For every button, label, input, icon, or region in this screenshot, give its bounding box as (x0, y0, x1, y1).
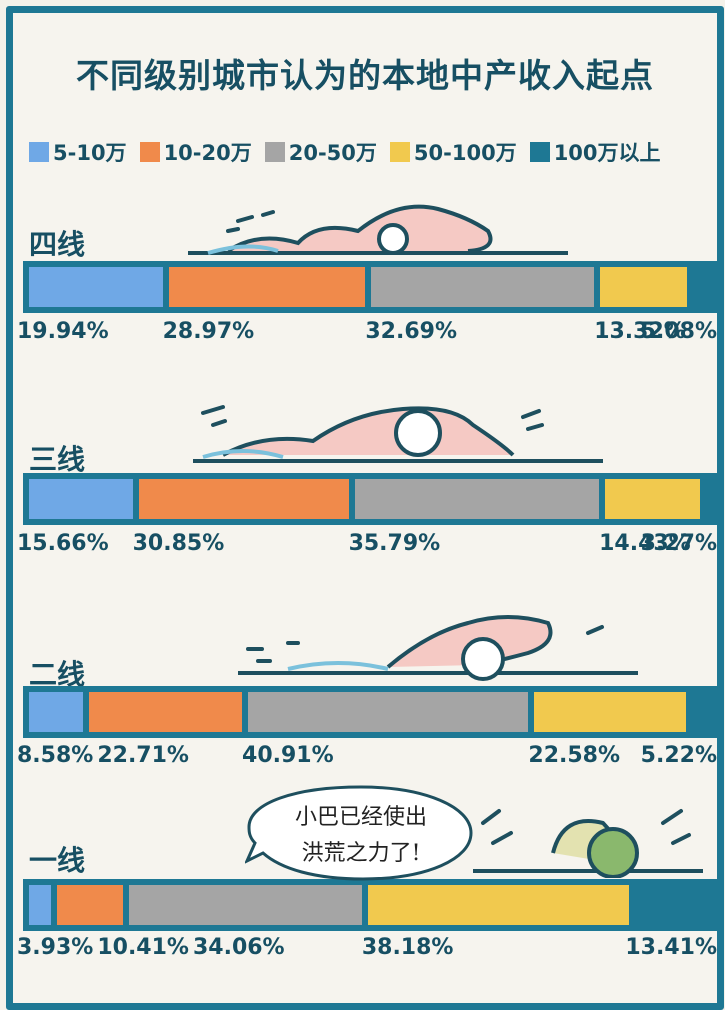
swimmer-illustration-tier4 (188, 204, 568, 255)
legend-swatch (139, 142, 160, 162)
percent-label: 3.27% (640, 531, 717, 556)
legend-swatch (29, 142, 49, 162)
chart-title: 不同级别城市认为的本地中产收入起点 (76, 56, 654, 95)
stacked-bar (23, 879, 717, 931)
infographic-frame: 不同级别城市认为的本地中产收入起点 5-10万 10-20万 20-50万 50-10… (6, 6, 724, 1010)
percent-label: 28.97% (162, 319, 255, 344)
legend-swatch (264, 142, 285, 162)
speech-bubble: 小巴已经使出 洪荒之力了! (245, 783, 477, 883)
tier-label: 三线 (29, 443, 86, 476)
bubble-line-2: 洪荒之力了! (301, 841, 421, 866)
bubble-line-1: 小巴已经使出 (294, 805, 427, 830)
legend-swatch (389, 142, 410, 162)
percent-label: 19.94% (17, 319, 109, 344)
bar-segment (138, 479, 349, 519)
legend: 5-10万 10-20万 20-50万 50-100万 100万以上 (29, 137, 674, 167)
bar-segment (56, 885, 124, 925)
percent-label: 10.41% (97, 935, 189, 960)
percent-label: 40.91% (242, 743, 334, 768)
tier-label: 二线 (29, 658, 86, 691)
bar-segment (89, 692, 243, 732)
swimmer-illustration-tier2 (238, 615, 638, 681)
tier-label: 四线 (29, 228, 86, 261)
legend-label: 20-50万 (288, 141, 377, 165)
legend-item: 50-100万 (389, 137, 517, 167)
legend-label: 50-100万 (413, 141, 517, 165)
percent-label: 13.32% (594, 319, 686, 344)
bar-segment (129, 885, 362, 925)
percent-label: 3.93% (17, 935, 94, 960)
legend-item: 20-50万 (264, 137, 377, 167)
stacked-bar (23, 261, 717, 313)
percent-label: 5.08% (640, 319, 717, 344)
bar-segment (354, 479, 600, 519)
bar-segment (29, 885, 51, 925)
legend-item: 100万以上 (529, 137, 661, 167)
percent-label: 13.41% (625, 935, 717, 960)
tier-label: 一线 (29, 844, 86, 877)
percent-label: 35.79% (348, 531, 441, 556)
percent-label: 22.71% (97, 743, 189, 768)
bar-segment (248, 692, 529, 732)
percent-label: 14.43% (599, 531, 691, 556)
stacked-bar (23, 686, 717, 738)
bar-segment (168, 267, 366, 307)
swimmer-illustration-tier3 (193, 405, 603, 463)
percent-label: 22.58% (528, 743, 621, 768)
bar-segment (29, 479, 133, 519)
percent-label: 30.85% (132, 531, 225, 556)
bar-segment (29, 692, 84, 732)
bar-segment (367, 885, 630, 925)
bar-segment (371, 267, 595, 307)
legend-item: 5-10万 (29, 137, 127, 167)
percent-label: 15.66% (17, 531, 109, 556)
bar-segment (534, 692, 687, 732)
legend-swatch (529, 142, 550, 162)
bar-segment (29, 267, 163, 307)
percent-label: 32.69% (365, 319, 457, 344)
bar-segment (605, 479, 701, 519)
bar-segment (600, 267, 688, 307)
legend-label: 5-10万 (53, 141, 127, 165)
legend-item: 10-20万 (139, 137, 252, 167)
percent-label: 8.58% (17, 743, 94, 768)
percent-label: 5.22% (640, 743, 717, 768)
legend-label: 100万以上 (553, 141, 661, 165)
legend-label: 10-20万 (163, 141, 252, 165)
percent-label: 34.06% (192, 935, 285, 960)
stacked-bar (23, 473, 717, 525)
percent-label: 38.18% (361, 935, 454, 960)
swimmer-illustration-tier1 (473, 809, 703, 878)
